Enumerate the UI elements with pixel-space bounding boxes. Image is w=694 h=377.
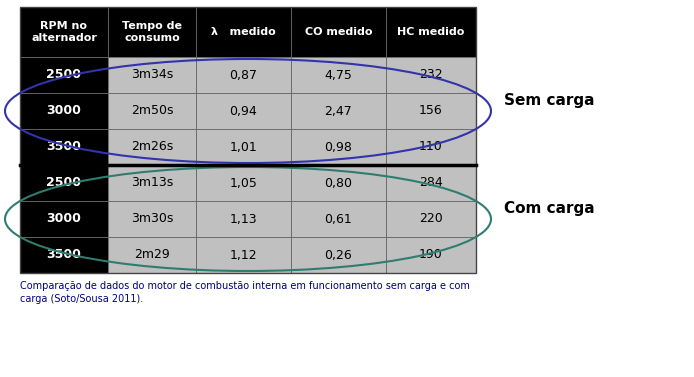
Text: 3m13s: 3m13s [131,176,173,190]
Text: Sem carga: Sem carga [504,93,595,109]
Text: 3000: 3000 [46,213,81,225]
Text: RPM no
alternador: RPM no alternador [31,21,97,43]
Text: 110: 110 [419,141,443,153]
Text: 232: 232 [419,69,443,81]
Text: 0,61: 0,61 [325,213,353,225]
Text: 2500: 2500 [46,176,81,190]
Text: λ   medido: λ medido [211,27,276,37]
Bar [291,93,386,129]
Text: 2500: 2500 [46,69,81,81]
Text: 156: 156 [419,104,443,118]
Bar [108,7,196,57]
Bar [386,237,476,273]
Bar [108,201,196,237]
Bar [20,57,108,93]
Text: HC medido: HC medido [397,27,465,37]
Bar [20,237,108,273]
Text: 0,98: 0,98 [325,141,353,153]
Text: 284: 284 [419,176,443,190]
Bar [108,237,196,273]
Bar [20,201,108,237]
Bar [196,129,291,165]
Text: 0,87: 0,87 [230,69,257,81]
Text: 1,05: 1,05 [230,176,257,190]
Text: 1,01: 1,01 [230,141,257,153]
Bar [108,165,196,201]
Bar [196,93,291,129]
Text: 190: 190 [419,248,443,262]
Bar [291,7,386,57]
Text: 2m26s: 2m26s [131,141,173,153]
Text: 3m30s: 3m30s [130,213,174,225]
Text: 2,47: 2,47 [325,104,353,118]
Bar [196,7,291,57]
Bar [291,201,386,237]
Bar [291,129,386,165]
Bar [196,201,291,237]
Text: 2m29: 2m29 [134,248,170,262]
Bar [386,129,476,165]
Text: 3500: 3500 [46,141,81,153]
Text: 0,80: 0,80 [325,176,353,190]
Bar [386,165,476,201]
Bar [108,57,196,93]
Text: Tempo de
consumo: Tempo de consumo [122,21,182,43]
Bar [386,93,476,129]
Bar [386,201,476,237]
Text: 3500: 3500 [46,248,81,262]
Bar [108,93,196,129]
Text: 2m50s: 2m50s [130,104,174,118]
Bar [291,165,386,201]
Bar [196,165,291,201]
Bar [20,165,108,201]
Text: 3m34s: 3m34s [131,69,173,81]
Bar [291,57,386,93]
Text: 220: 220 [419,213,443,225]
Bar [20,93,108,129]
Bar [386,57,476,93]
Text: 1,12: 1,12 [230,248,257,262]
Text: Com carga: Com carga [504,201,595,216]
Text: 4,75: 4,75 [325,69,353,81]
Bar [20,7,108,57]
Text: CO medido: CO medido [305,27,372,37]
Bar [196,57,291,93]
Bar [196,237,291,273]
Bar [386,7,476,57]
Bar [108,129,196,165]
Text: Comparação de dados do motor de combustão interna em funcionamento sem carga e c: Comparação de dados do motor de combustã… [20,281,470,304]
Text: 0,26: 0,26 [325,248,353,262]
Bar [291,237,386,273]
Text: 3000: 3000 [46,104,81,118]
Bar [20,129,108,165]
Text: 1,13: 1,13 [230,213,257,225]
Text: 0,94: 0,94 [230,104,257,118]
Bar [20,7,476,273]
